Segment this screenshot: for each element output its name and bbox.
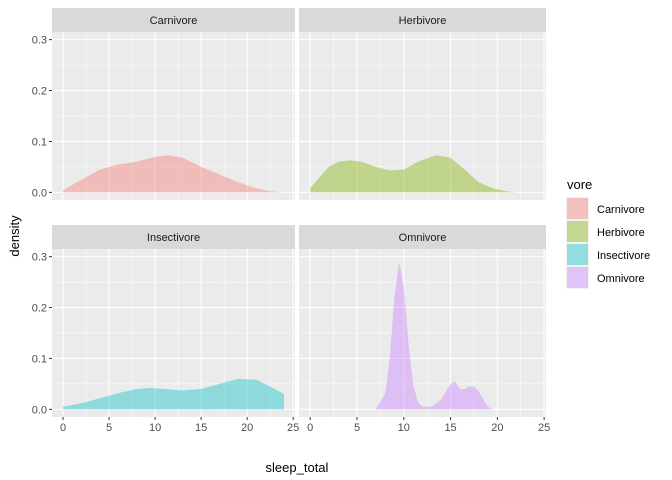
facet-strip-label: Herbivore <box>399 15 447 27</box>
y-tick-label: 0.0 <box>32 404 47 416</box>
density-area-insectivore <box>63 378 284 410</box>
facet-strip <box>299 225 546 249</box>
legend-key-omnivore <box>567 267 588 288</box>
x-tick-label: 0 <box>307 422 313 434</box>
legend-label: Herbivore <box>597 227 645 239</box>
legend-key-background <box>566 266 589 289</box>
facet-strip <box>299 8 546 32</box>
legend-label: Insectivore <box>597 250 650 262</box>
y-tick-label: 0.2 <box>32 86 47 98</box>
y-axis-title: density <box>7 215 22 257</box>
facet-omnivore: Omnivore 0 5 10 15 20 25 <box>299 225 550 434</box>
facet-strip <box>52 8 295 32</box>
legend-key-background <box>566 220 589 243</box>
facet-insectivore: Insectivore 0.0 0.1 0.2 0.3 0 5 10 15 20 25 <box>32 225 299 434</box>
y-tick-label: 0.2 <box>32 303 47 315</box>
x-tick-label: 0 <box>60 422 66 434</box>
x-tick-label: 10 <box>149 422 161 434</box>
legend-title: vore <box>567 177 592 192</box>
x-tick-label: 15 <box>444 422 456 434</box>
facet-carnivore: Carnivore 0.0 0.1 0.2 0.3 <box>32 8 295 200</box>
legend-key-background <box>566 197 589 220</box>
legend-label: Carnivore <box>597 204 645 216</box>
y-tick-label: 0.3 <box>32 35 47 47</box>
y-tick-label: 0.1 <box>32 136 47 148</box>
density-area-omnivore <box>375 261 493 410</box>
x-tick-label: 5 <box>106 422 112 434</box>
facet-panels: Carnivore 0.0 0.1 0.2 0.3 Herbivore Insectivor… <box>32 8 550 434</box>
facet-strip-label: Omnivore <box>399 232 447 244</box>
legend: vore Carnivore Herbivore Insectivore Omnivo… <box>566 177 650 289</box>
y-tick-label: 0.1 <box>32 353 47 365</box>
legend-label: Omnivore <box>597 273 645 285</box>
facet-strip <box>52 225 295 249</box>
facet-strip-label: Insectivore <box>147 232 200 244</box>
density-area-carnivore <box>63 155 284 193</box>
x-axis-title: sleep_total <box>266 460 329 475</box>
y-tick-label: 0.3 <box>32 252 47 264</box>
y-tick-label: 0.0 <box>32 187 47 199</box>
x-tick-label: 5 <box>354 422 360 434</box>
legend-key-background <box>566 243 589 266</box>
x-tick-label: 20 <box>241 422 253 434</box>
facet-strip-label: Carnivore <box>150 15 198 27</box>
legend-key-herbivore <box>567 221 588 242</box>
x-tick-label: 10 <box>398 422 410 434</box>
x-tick-label: 20 <box>491 422 503 434</box>
facet-herbivore: Herbivore <box>299 8 546 200</box>
x-tick-label: 15 <box>195 422 207 434</box>
density-area-herbivore <box>310 155 517 193</box>
legend-key-carnivore <box>567 198 588 219</box>
legend-key-insectivore <box>567 244 588 265</box>
x-tick-label: 25 <box>538 422 550 434</box>
x-tick-label: 25 <box>287 422 299 434</box>
